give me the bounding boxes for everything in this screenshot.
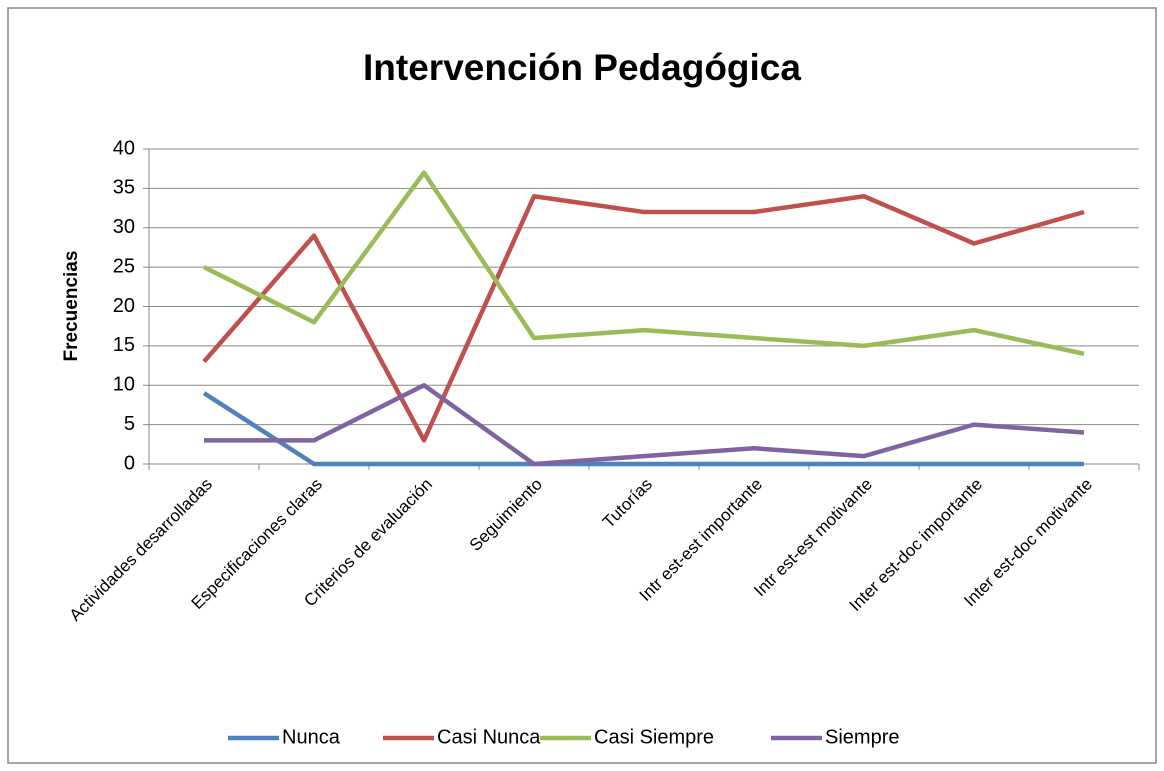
series-line xyxy=(202,391,1084,467)
y-tick-label: 30 xyxy=(113,216,135,238)
y-tick-label: 15 xyxy=(113,334,135,356)
y-tick-label: 40 xyxy=(113,137,135,159)
legend-label: Casi Siempre xyxy=(594,726,714,748)
series-line xyxy=(202,170,1085,356)
y-axis-label: Frecuencias xyxy=(61,251,82,362)
y-tick-label: 5 xyxy=(124,413,135,435)
y-tick-label: 25 xyxy=(113,255,135,277)
y-tick-label: 0 xyxy=(124,452,135,474)
series-line xyxy=(204,383,1085,467)
legend-label: Nunca xyxy=(282,726,341,748)
y-tick-label: 20 xyxy=(113,295,135,317)
y-tick-label: 10 xyxy=(113,374,135,396)
chart-title: Intervención Pedagógica xyxy=(363,47,801,88)
series-line xyxy=(202,194,1085,443)
y-tick-label: 35 xyxy=(113,177,135,199)
legend-label: Siempre xyxy=(825,726,899,748)
legend-label: Casi Nunca xyxy=(437,726,541,748)
